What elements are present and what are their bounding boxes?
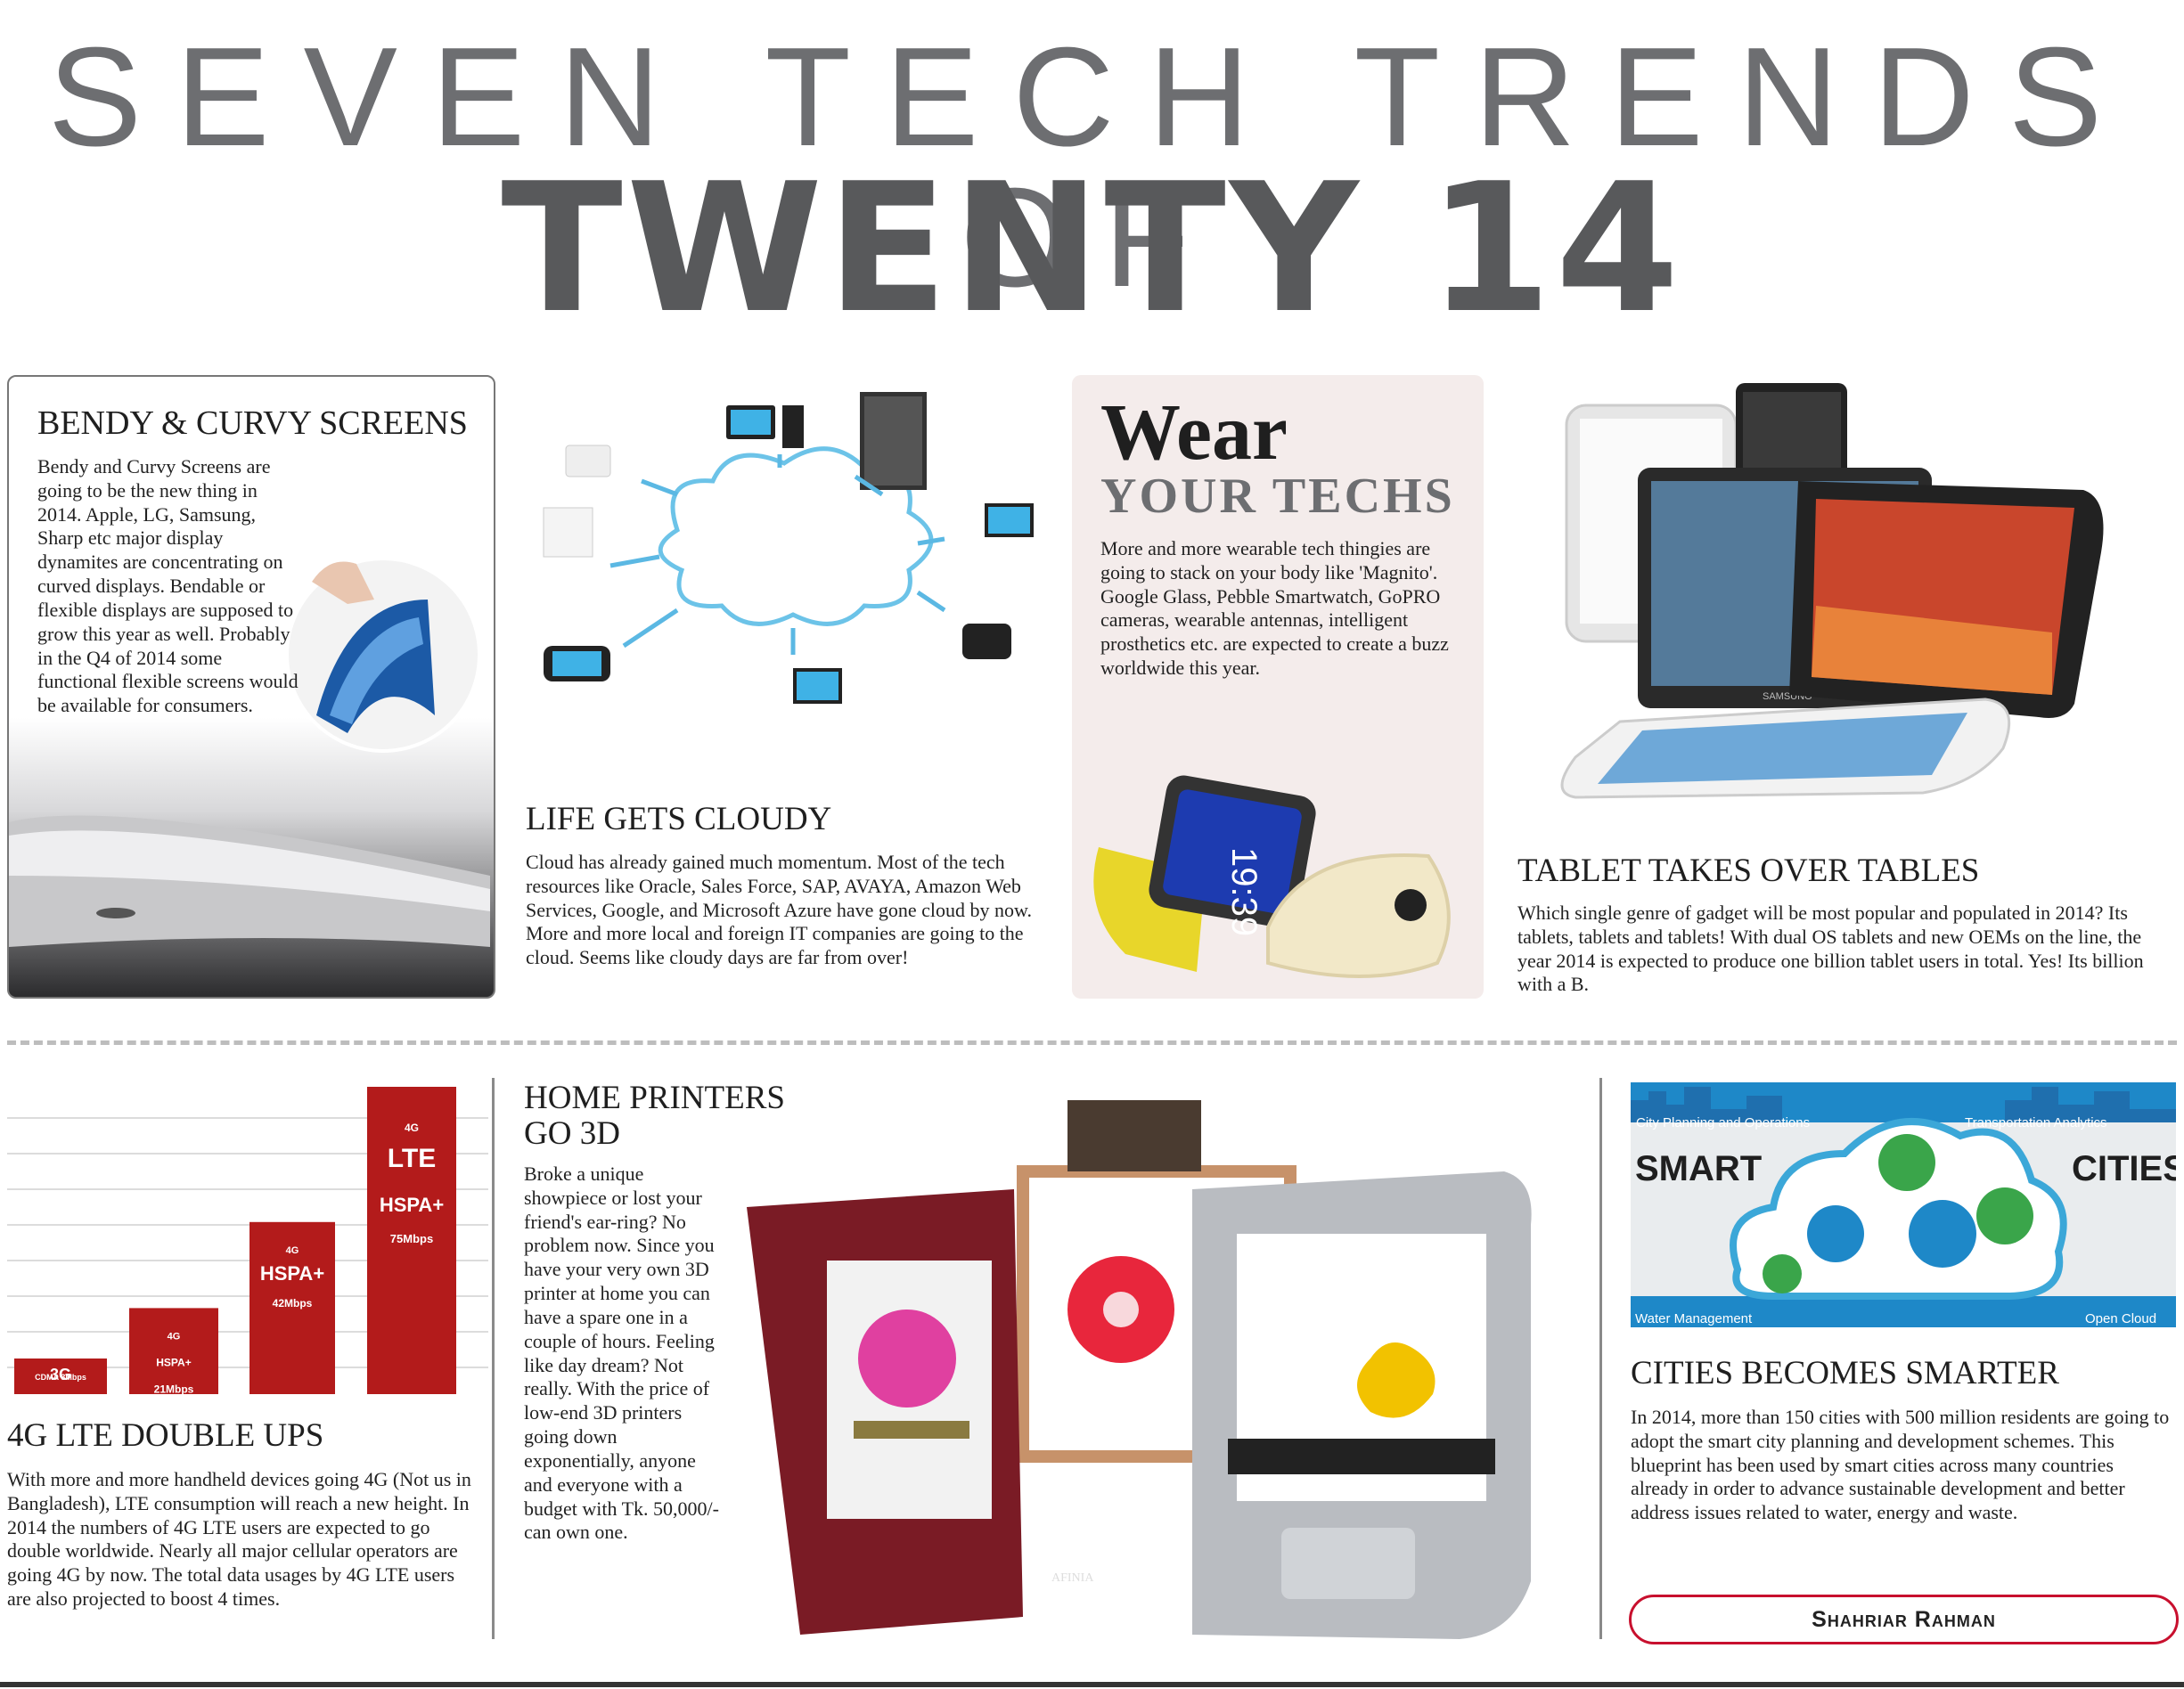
lte-bar-label: 4G — [405, 1122, 419, 1134]
cloudy-title: LIFE GETS CLOUDY — [526, 801, 832, 837]
cities-body: In 2014, more than 150 cities with 500 m… — [1631, 1406, 2170, 1524]
wear-body: More and more wearable tech thingies are… — [1100, 537, 1449, 680]
lte-bar-label: 4G — [168, 1331, 181, 1342]
bottom-rule — [0, 1682, 2184, 1687]
headline-line2: TWENTY 14 — [501, 145, 1683, 353]
wear-title: Wear — [1100, 388, 1288, 477]
curved-phone-illustration — [9, 557, 490, 947]
lte-bar-label: 3G — [50, 1366, 71, 1383]
lte-bar — [249, 1221, 335, 1394]
watch-time: 19:39 — [1224, 847, 1264, 936]
bendy-body: Bendy and Curvy Screens are going to be … — [37, 455, 299, 717]
printers-title-line2: GO 3D — [524, 1115, 620, 1152]
lte-body: With more and more handheld devices goin… — [7, 1468, 471, 1611]
smart-label: SMART — [1635, 1149, 1762, 1188]
lte-bar-sub: LTE — [388, 1144, 436, 1173]
cities-label: CITIES — [2072, 1149, 2176, 1188]
lte-bar-speed: 21Mbps — [154, 1383, 194, 1395]
bendy-title: BENDY & CURVY SCREENS — [37, 404, 468, 442]
3d-printers-illustration: AFINIA — [747, 1100, 1532, 1639]
column-rule-2 — [1599, 1078, 1602, 1639]
lte-bar-speed: CDMA 3Mbps — [35, 1373, 86, 1382]
printer-brand: AFINIA — [1051, 1571, 1094, 1585]
tablets-illustration: SAMSUNG — [1560, 383, 2104, 799]
smartwatch-illustration: 19:39 — [1093, 775, 1451, 978]
author-byline: Shahriar Rahman — [1629, 1595, 2179, 1644]
printers-body: Broke a unique showpiece or lost your fr… — [524, 1163, 719, 1544]
lte-bar — [367, 1087, 456, 1394]
lte-bar-speed: 42Mbps — [273, 1297, 313, 1310]
printers-title-line1: HOME PRINTERS — [524, 1080, 785, 1116]
transport-label: Transportation Analytics — [1965, 1115, 2107, 1130]
wearables-panel: Wear YOUR TECHS More and more wearable t… — [1072, 375, 1484, 999]
smart-cities-graphic: City Planning and Operations Transportat… — [1631, 1082, 2176, 1327]
tablet-title: TABLET TAKES OVER TABLES — [1517, 853, 1980, 889]
tablet-body: Which single genre of gadget will be mos… — [1517, 902, 2144, 996]
lte-bar-sub: HSPA+ — [156, 1356, 191, 1368]
cloudy-body: Cloud has already gained much momentum. … — [526, 851, 1032, 969]
section-divider — [7, 1040, 2177, 1045]
city-planning-label: City Planning and Operations — [1636, 1115, 1810, 1130]
lte-bar-sub: HSPA+ — [260, 1262, 324, 1285]
bendy-screens-panel: BENDY & CURVY SCREENS Bendy and Curvy Sc… — [7, 375, 495, 999]
cloud-network-illustration — [543, 392, 1034, 704]
open-cloud-label: Open Cloud — [2085, 1311, 2156, 1326]
lte-bar-sub2: HSPA+ — [380, 1194, 444, 1216]
lte-title: 4G LTE DOUBLE UPS — [7, 1417, 324, 1454]
lte-bar — [129, 1308, 218, 1394]
column-rule — [492, 1078, 495, 1639]
cities-title: CITIES BECOMES SMARTER — [1631, 1355, 2059, 1391]
lte-bar-speed: 75Mbps — [390, 1232, 433, 1245]
headline-line1: SEVEN TECH TRENDS OF — [47, 19, 2137, 316]
wear-subtitle: YOUR TECHS — [1100, 469, 1455, 524]
water-label: Water Management — [1635, 1311, 1753, 1326]
lte-bar — [14, 1359, 107, 1394]
lte-bar-label: 4G — [286, 1245, 299, 1256]
